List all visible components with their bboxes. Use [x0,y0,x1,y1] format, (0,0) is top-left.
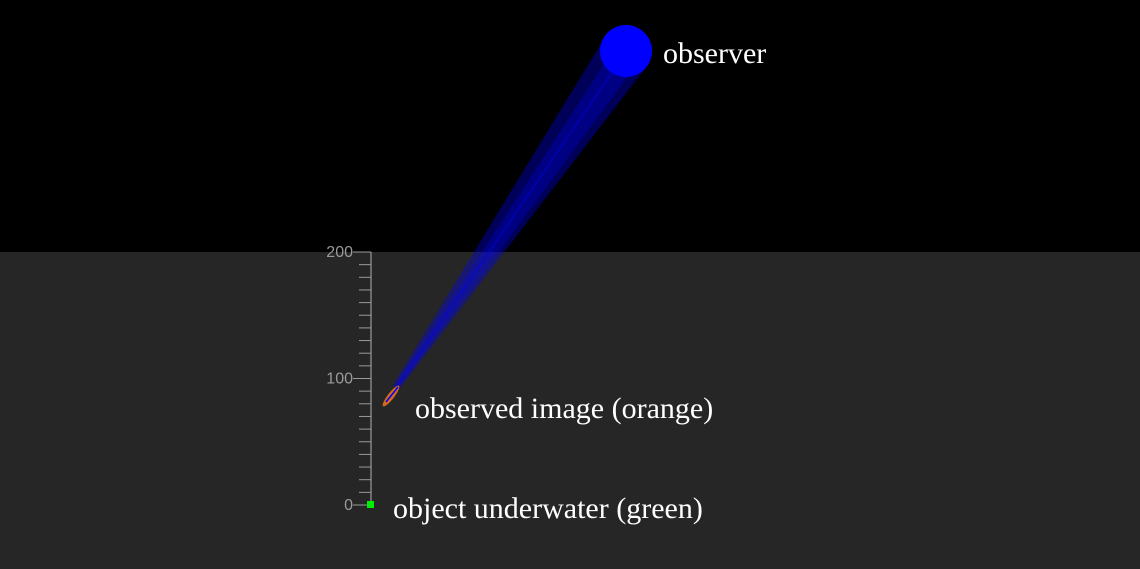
scale-tick-label: 100 [326,371,353,388]
air-region [0,0,1140,252]
water-region [0,252,1140,569]
sight-beam-core [394,52,640,390]
depth-scale: 0 100 200 [326,244,372,514]
observed-image-label: observed image (orange) [415,392,713,425]
scale-tick-label: 200 [326,244,353,261]
sight-line [395,51,627,389]
scale-tick-label: 0 [344,497,353,514]
observer-label: observer [663,37,766,70]
image-sight-tip [385,386,399,403]
observer-circle[interactable] [600,25,652,77]
object-label: object underwater (green) [393,492,703,525]
sight-beam [393,42,650,392]
underwater-object[interactable] [367,501,374,508]
